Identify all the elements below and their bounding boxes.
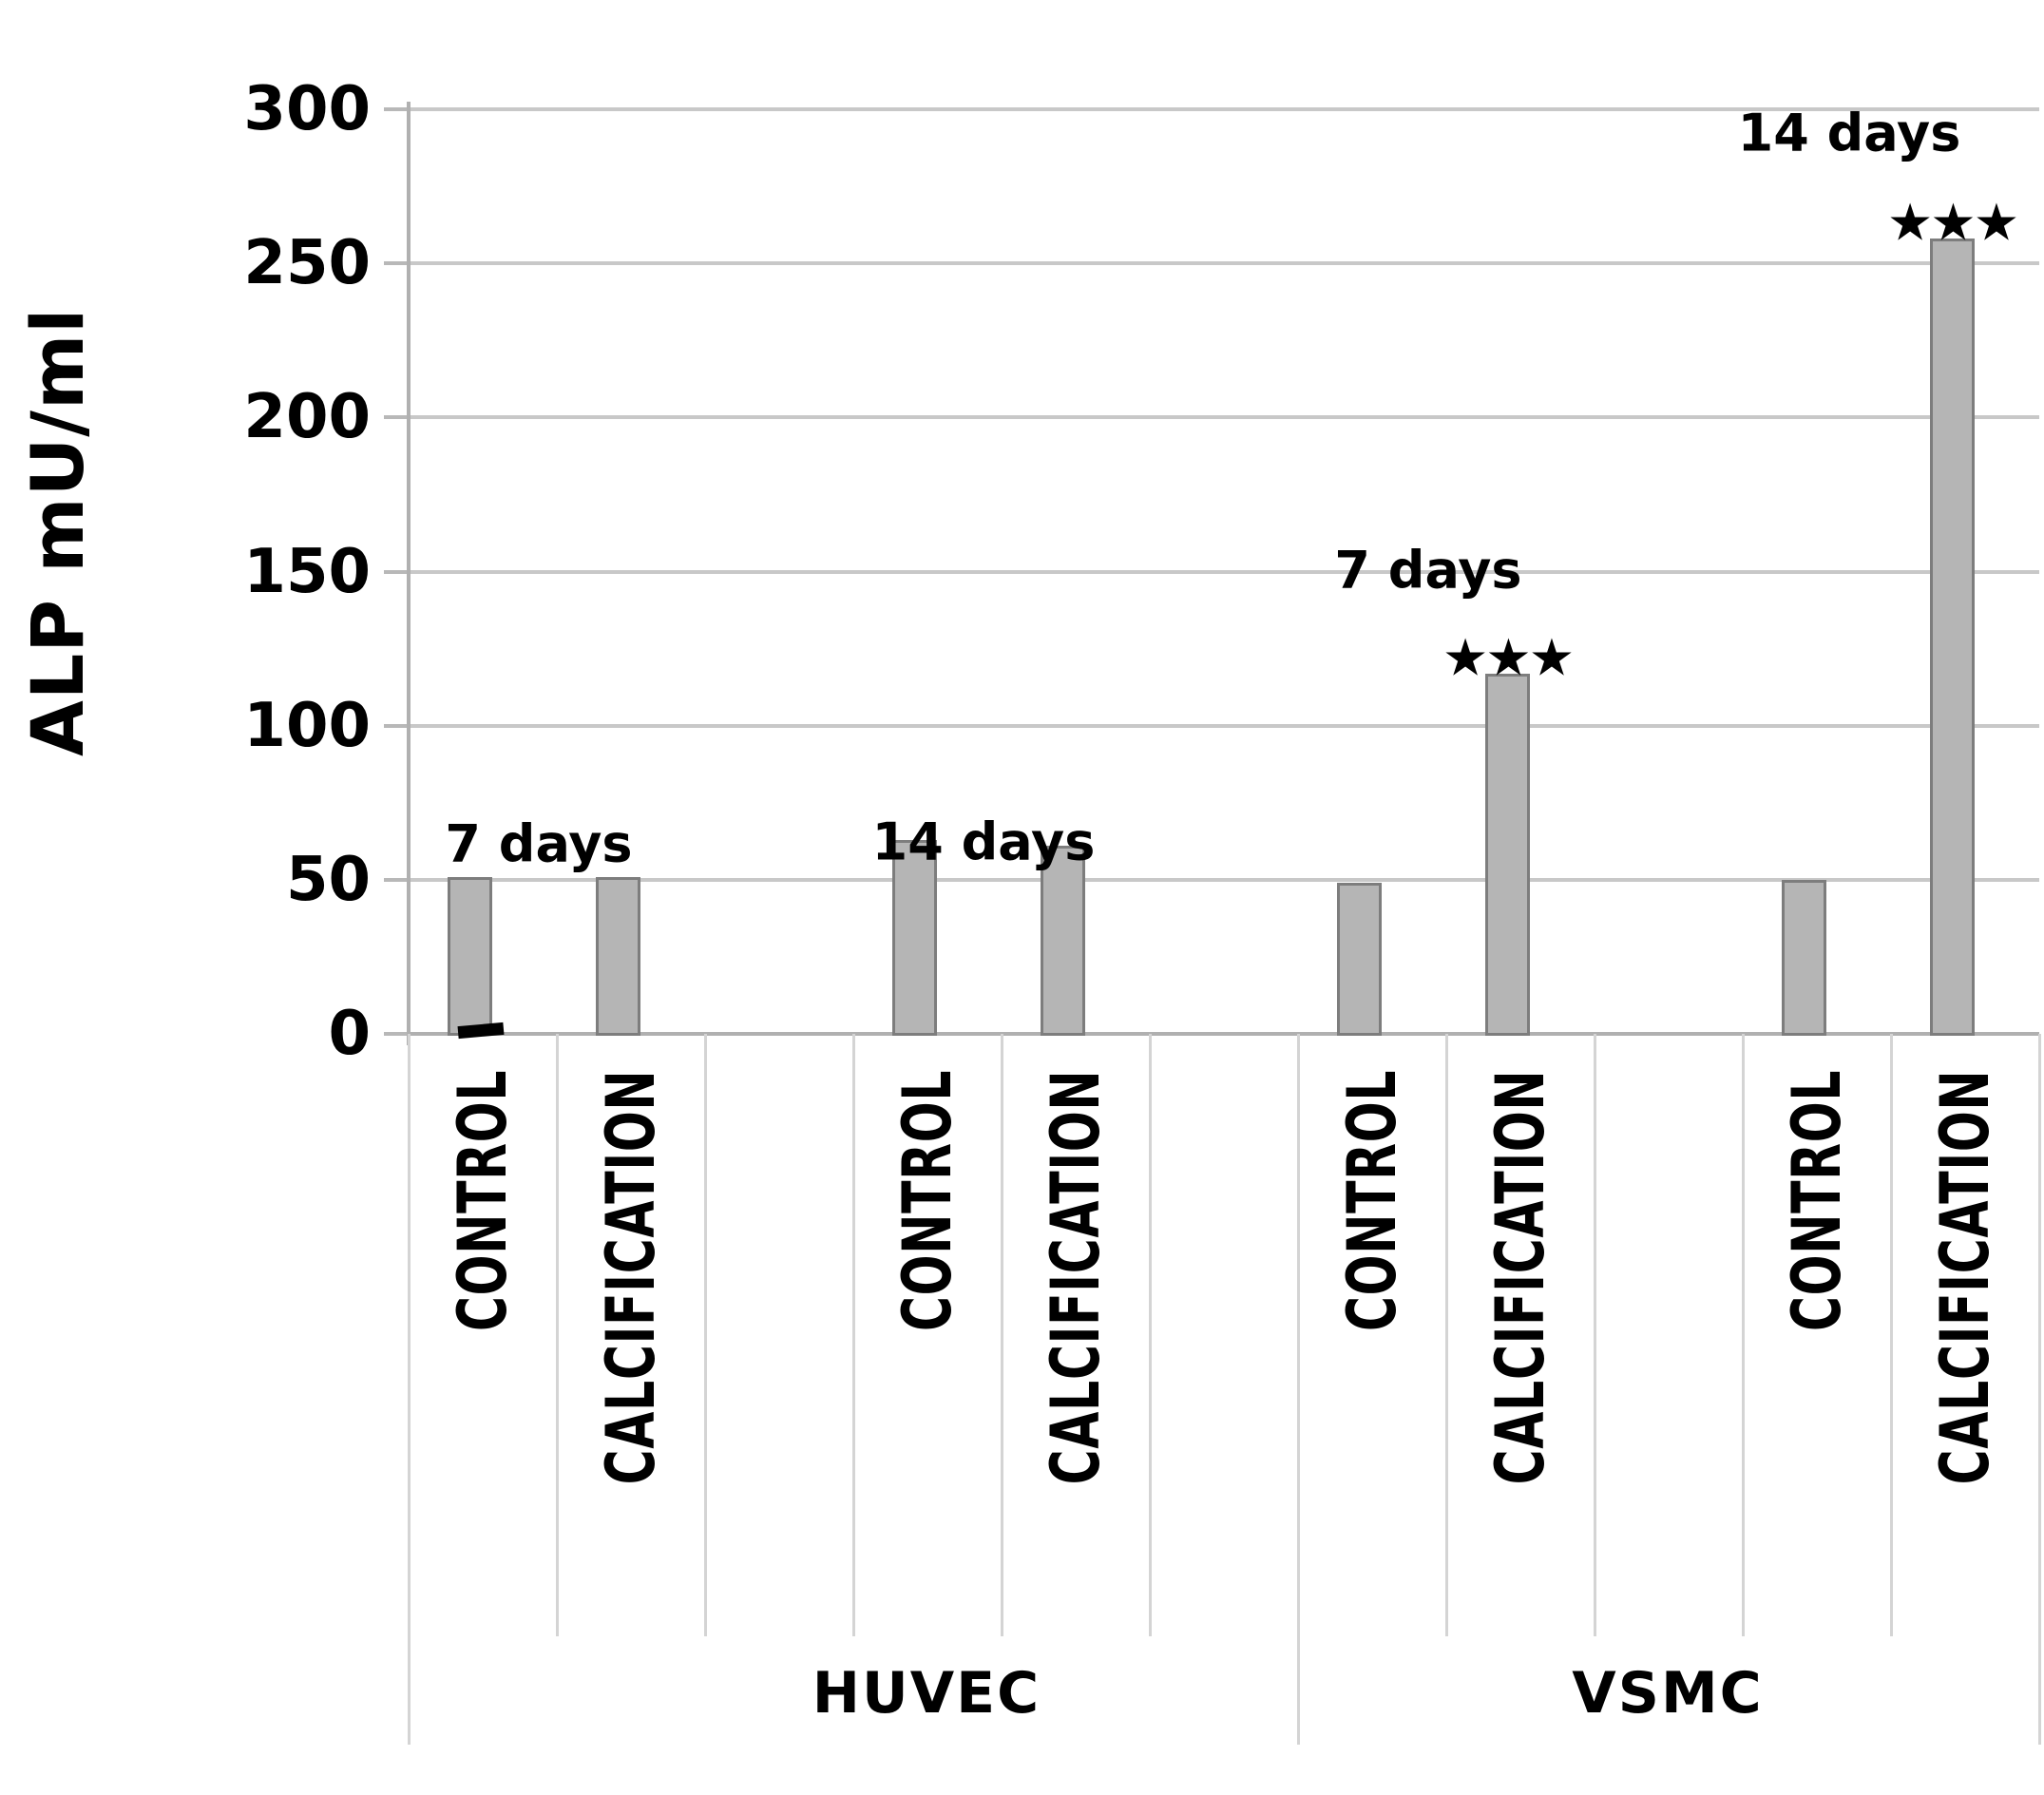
category-cell-border <box>408 1034 411 1745</box>
time-annotation: 7 days <box>1334 540 1522 601</box>
y-tick-label: 200 <box>243 382 371 453</box>
category-label-calcification: CALCIFICATION <box>592 1069 670 1485</box>
category-cell-border <box>1742 1034 1745 1636</box>
bar-vsmc-14days-calcification <box>1929 239 1975 1036</box>
gridline-0 <box>409 1032 2039 1036</box>
y-tick-mark <box>384 569 409 574</box>
y-tick-label: 300 <box>243 74 371 144</box>
gridline-300 <box>409 107 2039 111</box>
category-label-control: CONTROL <box>888 1069 966 1332</box>
y-axis-title: ALP mU/ml <box>15 307 100 756</box>
category-label-control: CONTROL <box>1778 1069 1856 1332</box>
category-cell-border <box>852 1034 855 1636</box>
category-cell-border <box>1594 1034 1596 1636</box>
y-tick-label: 150 <box>243 536 371 607</box>
time-annotation: 14 days <box>1737 103 1961 163</box>
category-label-calcification: CALCIFICATION <box>1926 1069 2004 1485</box>
y-tick-label: 250 <box>243 228 371 299</box>
category-cell-border <box>1297 1034 1300 1745</box>
category-cell-border <box>2038 1034 2041 1745</box>
gridline-50 <box>409 877 2039 882</box>
category-label-calcification: CALCIFICATION <box>1037 1069 1115 1485</box>
bar-huvec-7days-calcification <box>595 876 640 1036</box>
gridline-150 <box>409 569 2039 574</box>
gridline-200 <box>409 415 2039 420</box>
bar-vsmc-14days-control <box>1781 879 1826 1036</box>
y-tick-mark <box>384 877 409 882</box>
y-tick-mark <box>384 723 409 728</box>
gridline-100 <box>409 723 2039 728</box>
cell-line-label-vsmc: VSMC <box>1572 1660 1764 1727</box>
time-annotation: 7 days <box>445 813 633 874</box>
gridline-250 <box>409 261 2039 266</box>
bar-huvec-14days-control <box>891 839 937 1036</box>
bar-vsmc-7days-control <box>1336 883 1382 1036</box>
y-tick-label: 0 <box>328 999 371 1069</box>
category-cell-border <box>704 1034 707 1636</box>
category-label-control: CONTROL <box>1333 1069 1411 1332</box>
y-tick-label: 50 <box>285 844 371 915</box>
category-cell-border <box>1890 1034 1893 1636</box>
time-annotation: 14 days <box>871 812 1096 872</box>
cell-line-label-huvec: HUVEC <box>812 1660 1041 1727</box>
significance-stars: ★★★ <box>1442 627 1575 688</box>
category-label-control: CONTROL <box>444 1069 522 1332</box>
stray-mark <box>457 1022 505 1040</box>
y-tick-mark <box>384 1032 409 1036</box>
bar-vsmc-7days-calcification <box>1484 673 1530 1036</box>
category-cell-border <box>556 1034 559 1636</box>
significance-stars: ★★★ <box>1886 192 2019 253</box>
category-cell-border <box>1149 1034 1152 1636</box>
category-label-calcification: CALCIFICATION <box>1481 1069 1559 1485</box>
category-cell-border <box>1001 1034 1003 1636</box>
bar-huvec-14days-calcification <box>1040 846 1085 1036</box>
bar-huvec-7days-control <box>447 876 492 1036</box>
y-tick-label: 100 <box>243 690 371 761</box>
y-axis-line <box>407 102 411 1045</box>
y-tick-mark <box>384 107 409 111</box>
y-tick-mark <box>384 415 409 420</box>
y-tick-mark <box>384 261 409 266</box>
category-cell-border <box>1445 1034 1448 1636</box>
